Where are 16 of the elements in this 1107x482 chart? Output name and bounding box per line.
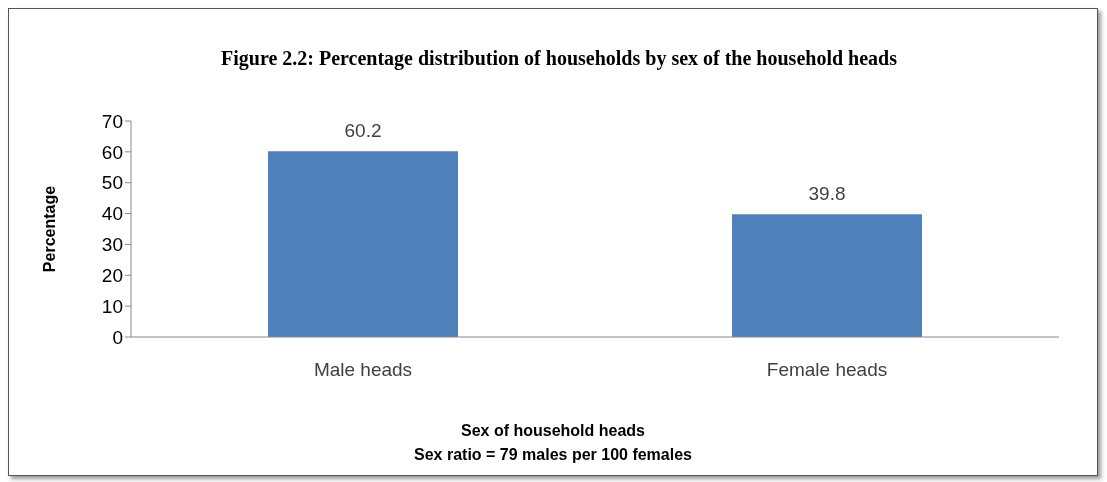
x-tick-label: Female heads [766, 359, 888, 381]
y-tick-label: 60 [101, 141, 123, 163]
text: Sex ratio = 79 males per 100 females [413, 445, 693, 465]
y-tick-label: 0 [112, 326, 123, 348]
y-tick-label: 30 [101, 234, 123, 256]
y-axis-title: Percentage [40, 185, 58, 273]
x-axis-title: Sex of household heads [460, 421, 646, 441]
y-tick-label: 20 [101, 265, 123, 287]
y-tick-label: 70 [101, 110, 123, 132]
data-label: 60.2 [344, 120, 382, 142]
x-tick-label: Male heads [313, 359, 413, 381]
y-tick-label: 40 [101, 203, 123, 225]
chart-title: Figure 2.2: Percentage distribution of households by sex of the household heads [220, 46, 898, 72]
y-tick-label: 50 [101, 172, 123, 194]
y-tick-label: 10 [101, 295, 123, 317]
data-label: 39.8 [808, 183, 846, 205]
